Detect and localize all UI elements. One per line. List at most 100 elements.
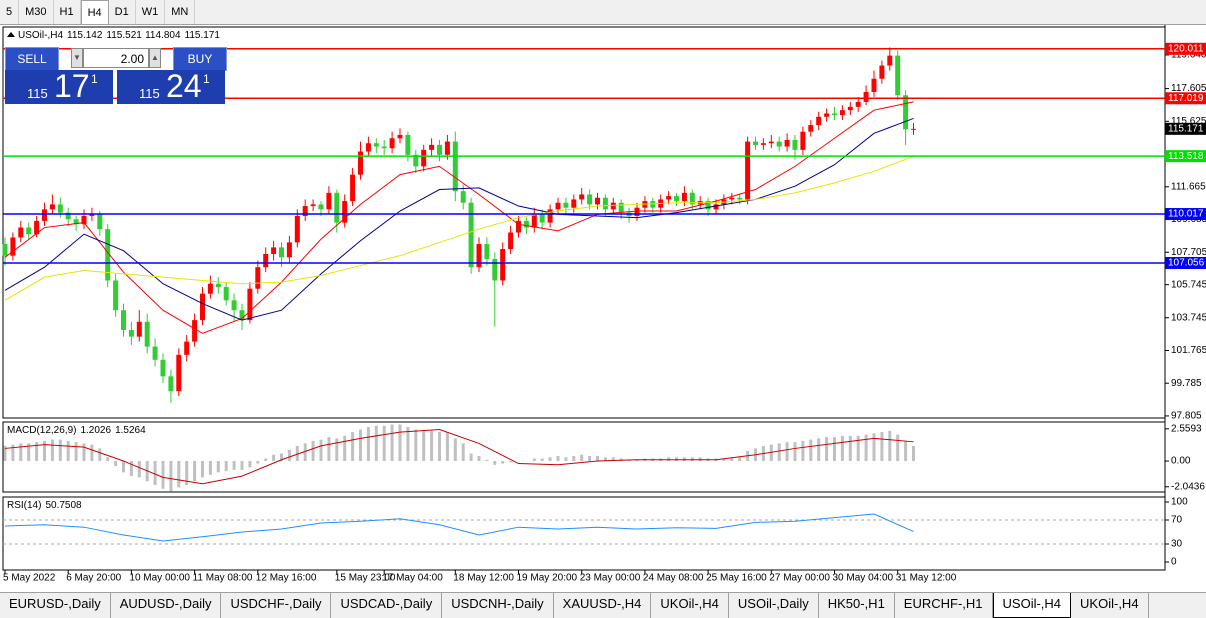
macd-bar xyxy=(359,429,362,462)
y-tick-label: 97.805 xyxy=(1171,411,1202,422)
macd-bar xyxy=(11,444,15,462)
candle-body xyxy=(666,196,672,200)
x-tick-label: 10 May 00:00 xyxy=(129,573,190,584)
candle-body xyxy=(760,143,766,145)
macd-bar xyxy=(248,461,252,468)
timeframe-button[interactable]: MN xyxy=(165,0,196,24)
macd-bar xyxy=(185,461,189,485)
timeframe-button[interactable]: W1 xyxy=(136,0,166,24)
buy-price[interactable]: 115 24 1 xyxy=(117,68,225,104)
macd-bar xyxy=(556,455,560,462)
candle-body xyxy=(468,202,474,268)
level-price-label: 107.056 xyxy=(1168,258,1205,269)
chart-tab[interactable]: USOil-,H4 xyxy=(992,593,1072,618)
macd-bar xyxy=(690,457,694,462)
chart-tab[interactable]: HK50-,H1 xyxy=(819,593,895,618)
candle-body xyxy=(437,144,442,155)
x-tick-label: 23 May 00:00 xyxy=(580,573,641,584)
candle-body xyxy=(255,267,261,289)
candle-body xyxy=(674,196,679,202)
macd-bar xyxy=(169,461,173,492)
candle-body xyxy=(452,141,458,192)
candle-body xyxy=(136,321,142,337)
macd-bar xyxy=(801,440,805,462)
chart-tab[interactable]: AUDUSD-,Daily xyxy=(111,593,222,618)
lots-input[interactable]: 2.00 xyxy=(83,48,149,68)
candle-body xyxy=(113,280,119,311)
rsi-line xyxy=(4,513,914,542)
macd-bar xyxy=(114,461,118,467)
macd-bar xyxy=(98,448,102,462)
sell-price[interactable]: 115 17 1 xyxy=(5,68,113,104)
timeframe-button[interactable]: H1 xyxy=(54,0,81,24)
chart-tab[interactable]: USDCAD-,Daily xyxy=(331,593,443,618)
y-tick-label: 111.665 xyxy=(1171,181,1206,192)
candle-body xyxy=(516,220,521,233)
macd-bar xyxy=(161,461,165,489)
rsi-value: 50.7508 xyxy=(45,500,82,511)
candle-body xyxy=(571,199,577,208)
chart-tab[interactable]: UKOil-,H4 xyxy=(651,593,729,618)
macd-bar xyxy=(224,461,228,472)
y-tick-label: 0.00 xyxy=(1171,456,1191,467)
sell-button[interactable]: SELL xyxy=(5,47,59,71)
macd-bar xyxy=(319,439,323,462)
candle-body xyxy=(784,139,790,147)
macd-bar xyxy=(461,443,465,462)
candle-body xyxy=(800,131,806,150)
chart-tab[interactable]: XAUUSD-,H4 xyxy=(554,593,652,618)
macd-bar xyxy=(572,455,576,462)
y-tick-label: 103.745 xyxy=(1171,312,1206,323)
candle-body xyxy=(855,101,861,107)
level-price-label: 117.019 xyxy=(1168,93,1204,104)
macd-bar xyxy=(730,457,734,462)
macd-bar xyxy=(232,461,236,470)
macd-bar xyxy=(256,461,260,464)
lots-up[interactable]: ▲ xyxy=(149,48,161,68)
chart-tab[interactable]: UKOil-,H4 xyxy=(1071,593,1149,618)
y-tick-label: 107.705 xyxy=(1171,247,1206,258)
timeframe-button[interactable]: H4 xyxy=(80,0,109,24)
candle-body xyxy=(863,91,869,102)
moving-average-line xyxy=(4,155,914,301)
lots-down[interactable]: ▼ xyxy=(71,48,83,68)
candle-body xyxy=(215,283,221,288)
candle-body xyxy=(2,244,8,256)
one-click-trading-panel: SELL ▼ 2.00 ▲ BUY 115 17 1 115 24 1 xyxy=(5,47,227,104)
candle-body xyxy=(247,288,253,321)
chart-tab[interactable]: USOil-,Daily xyxy=(729,593,819,618)
candle-body xyxy=(879,65,885,79)
candle-body xyxy=(911,128,916,130)
macd-bar xyxy=(82,443,86,462)
chart-tab[interactable]: USDCNH-,Daily xyxy=(442,593,554,618)
y-tick-label: 115.625 xyxy=(1171,116,1206,127)
candle-body xyxy=(737,197,743,200)
candle-body xyxy=(610,202,616,210)
y-tick-label: 0 xyxy=(1171,557,1177,568)
macd-signal-line xyxy=(4,429,914,485)
timeframe-button[interactable]: 5 xyxy=(0,0,20,24)
chart-tab[interactable]: USDCHF-,Daily xyxy=(221,593,332,618)
macd-bar xyxy=(509,461,513,463)
candle-body xyxy=(832,113,837,116)
candle-body xyxy=(223,287,229,301)
chart-tab[interactable]: EURCHF-,H1 xyxy=(895,593,993,618)
candle-body xyxy=(160,359,166,377)
macd-bar xyxy=(366,427,370,462)
candle-body xyxy=(847,106,853,111)
candle-body xyxy=(105,229,111,281)
macd-bar xyxy=(264,458,268,462)
rsi-label: RSI(14) 50.7508 xyxy=(7,500,82,511)
candle-body xyxy=(492,258,498,281)
timeframe-button[interactable]: D1 xyxy=(109,0,136,24)
x-tick-label: 5 May 2022 xyxy=(3,573,56,584)
timeframe-button[interactable]: M30 xyxy=(19,0,54,24)
macd-bar xyxy=(445,432,449,462)
chart-tab[interactable]: EURUSD-,Daily xyxy=(0,593,111,618)
candle-body xyxy=(713,204,719,210)
candle-body xyxy=(903,95,909,130)
macd-bar xyxy=(540,458,544,462)
macd-bar xyxy=(793,442,797,462)
candle-body xyxy=(65,212,71,220)
candle-body xyxy=(824,113,830,117)
